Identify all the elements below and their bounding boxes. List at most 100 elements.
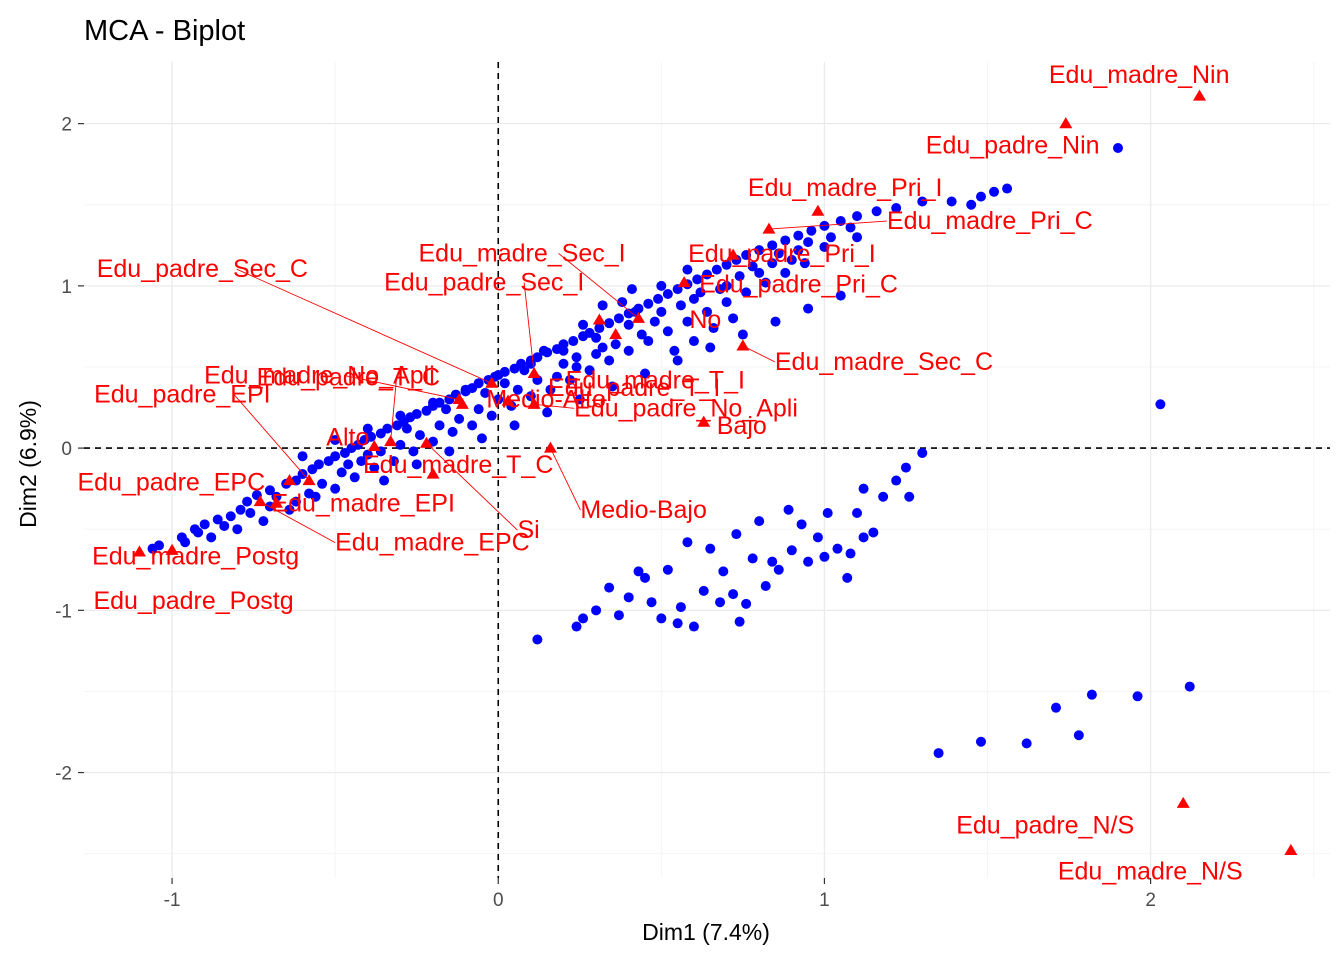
- individual-point: [591, 349, 602, 360]
- individuals-layer: [147, 142, 1195, 759]
- individual-point: [770, 316, 781, 327]
- individual-point: [672, 355, 683, 366]
- individual-point: [219, 520, 230, 531]
- individual-point: [760, 580, 771, 591]
- x-axis-title: Dim1 (7.4%): [642, 919, 770, 945]
- individual-point: [411, 409, 422, 420]
- individual-point: [975, 736, 986, 747]
- variable-category-label: Edu_padre_T_C: [257, 364, 440, 392]
- individual-point: [773, 564, 784, 575]
- individual-point: [304, 488, 315, 499]
- variable-category-label: Edu_padre_EPI: [94, 381, 271, 409]
- individual-point: [242, 496, 253, 507]
- variable-category-marker: [527, 366, 541, 379]
- individual-point: [594, 323, 605, 334]
- individual-point: [493, 370, 504, 381]
- variable-category-label: Medio-Bajo: [580, 496, 706, 524]
- individual-point: [362, 449, 373, 460]
- individual-point: [796, 519, 807, 530]
- individual-point: [708, 323, 719, 334]
- individual-point: [411, 459, 422, 470]
- variable-category-label: Medio-Alto: [486, 385, 605, 413]
- individual-point: [565, 374, 576, 385]
- individual-point: [786, 545, 797, 556]
- x-tick-label: -1: [164, 890, 181, 911]
- individual-point: [604, 355, 615, 366]
- variable-category-marker: [527, 397, 541, 409]
- individual-point: [672, 618, 683, 629]
- individual-point: [786, 254, 797, 265]
- individual-point: [538, 345, 549, 356]
- individual-point: [574, 394, 585, 405]
- individual-point: [317, 478, 328, 489]
- individual-point: [728, 589, 739, 600]
- individual-point: [832, 543, 843, 554]
- label-connector: [523, 282, 535, 374]
- individual-point: [225, 511, 236, 522]
- individual-point: [607, 381, 618, 392]
- individual-point: [812, 532, 823, 543]
- variable-category-label: Si: [517, 516, 539, 544]
- individual-point: [330, 451, 341, 462]
- individual-point: [617, 297, 628, 308]
- individual-point: [640, 572, 651, 583]
- individual-point: [656, 280, 667, 291]
- variable-category-label: Edu_padre_No_Apli: [574, 394, 798, 422]
- individual-point: [297, 451, 308, 462]
- variable-category-marker: [419, 436, 433, 448]
- individual-point: [362, 423, 373, 434]
- individual-point: [682, 316, 693, 327]
- individual-point: [643, 336, 654, 347]
- variable-category-marker: [165, 543, 179, 555]
- variable-category-label: Edu_madre_T_C: [363, 451, 553, 479]
- individual-point: [702, 269, 712, 280]
- individual-point: [591, 605, 602, 616]
- individual-point: [728, 313, 739, 324]
- individual-point: [284, 504, 295, 515]
- individual-point: [199, 519, 210, 530]
- individual-point: [493, 394, 504, 405]
- individual-point: [835, 290, 846, 301]
- variable-category-marker: [1059, 117, 1073, 129]
- individual-point: [721, 259, 732, 270]
- label-connector: [550, 447, 581, 511]
- individual-point: [868, 527, 879, 538]
- individual-point: [551, 371, 562, 382]
- variable-category-label: No: [689, 306, 721, 334]
- y-tick-label: -2: [55, 764, 72, 785]
- individual-point: [767, 258, 778, 269]
- individual-point: [793, 230, 804, 241]
- individual-point: [1184, 681, 1195, 692]
- individual-point: [613, 610, 624, 621]
- individual-point: [349, 472, 360, 483]
- individual-point: [767, 556, 778, 567]
- individual-point: [343, 459, 354, 470]
- variable-category-marker: [677, 276, 691, 288]
- variable-category-marker: [253, 495, 267, 507]
- individual-point: [649, 316, 660, 327]
- individual-point: [695, 287, 706, 298]
- individual-point: [395, 439, 406, 450]
- y-tick-label: 0: [61, 439, 72, 460]
- x-tick-label: 1: [819, 890, 830, 911]
- variable-category-marker: [1193, 89, 1207, 101]
- individual-point: [718, 566, 729, 577]
- variable-category-label: Edu_padre_EPC: [77, 469, 265, 497]
- individual-point: [917, 196, 928, 207]
- individual-point: [330, 483, 341, 494]
- individual-point: [933, 748, 944, 759]
- individual-point: [264, 485, 275, 496]
- individual-point: [1073, 730, 1084, 741]
- individual-point: [532, 634, 543, 645]
- individual-point: [783, 504, 794, 515]
- variable-category-marker: [455, 397, 469, 409]
- individual-point: [754, 245, 765, 256]
- variable-category-label: Edu_padre_N/S: [956, 811, 1134, 839]
- y-tick-label: -1: [55, 601, 72, 622]
- individual-point: [780, 235, 791, 246]
- individual-point: [258, 516, 269, 527]
- variable-category-marker: [811, 204, 825, 216]
- individual-point: [803, 556, 814, 567]
